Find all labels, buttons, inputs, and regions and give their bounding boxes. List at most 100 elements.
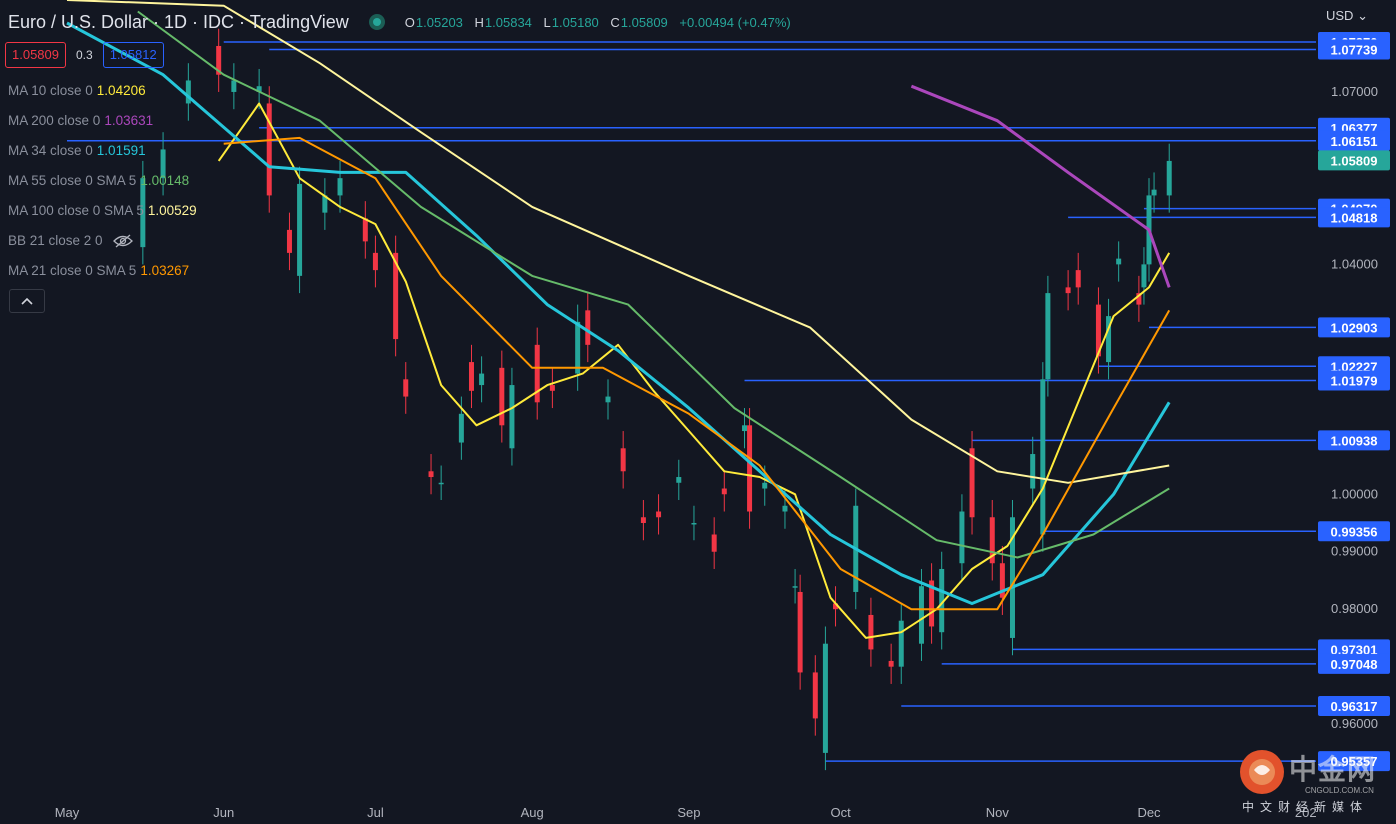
- candle[interactable]: [231, 80, 237, 92]
- candle[interactable]: [403, 379, 409, 397]
- symbol-title[interactable]: Euro / U.S. Dollar · 1D · IDC · TradingV…: [8, 11, 349, 32]
- candle[interactable]: [762, 482, 768, 489]
- candle[interactable]: [888, 660, 894, 667]
- candle[interactable]: [605, 396, 611, 403]
- legend-row[interactable]: MA 100 close 0 SMA 5 1.00529: [8, 200, 197, 230]
- level-price-tag[interactable]: 0.95357: [1318, 751, 1390, 772]
- candle[interactable]: [549, 385, 555, 391]
- candle[interactable]: [160, 149, 166, 179]
- candle[interactable]: [372, 252, 378, 271]
- candle[interactable]: [297, 183, 303, 276]
- candle[interactable]: [822, 643, 828, 753]
- candle[interactable]: [711, 534, 717, 552]
- candle[interactable]: [1075, 270, 1081, 288]
- candle[interactable]: [959, 511, 965, 564]
- candle[interactable]: [1009, 517, 1015, 638]
- ma-line[interactable]: [66, 21, 1171, 605]
- level-price-tag[interactable]: 0.99356: [1318, 521, 1390, 542]
- level-price-tag[interactable]: 1.06151: [1318, 130, 1390, 151]
- level-price-tag[interactable]: 1.01979: [1318, 370, 1390, 391]
- candle[interactable]: [286, 229, 292, 253]
- buy-price-button[interactable]: 1.05812: [102, 42, 164, 68]
- legend-name: MA 200 close 0: [8, 113, 101, 128]
- candle[interactable]: [1040, 379, 1046, 535]
- level-price-tag[interactable]: 1.02903: [1318, 317, 1390, 338]
- candle[interactable]: [721, 488, 727, 495]
- hidden-eye-icon[interactable]: [112, 234, 133, 248]
- level-price-tag[interactable]: 1.07739: [1318, 39, 1390, 60]
- candle[interactable]: [479, 373, 485, 386]
- candle[interactable]: [468, 362, 474, 391]
- candle[interactable]: [216, 45, 222, 75]
- candle[interactable]: [969, 448, 975, 518]
- candle[interactable]: [362, 218, 368, 242]
- candle[interactable]: [747, 425, 753, 512]
- candle[interactable]: [337, 178, 343, 196]
- candle[interactable]: [266, 103, 272, 196]
- candle[interactable]: [458, 413, 464, 443]
- candle[interactable]: [1045, 293, 1051, 380]
- legend-row[interactable]: MA 21 close 0 SMA 5 1.03267: [8, 260, 197, 290]
- legend-row[interactable]: MA 34 close 0 1.01591: [8, 140, 197, 170]
- candle[interactable]: [1095, 304, 1101, 357]
- level-price-tag[interactable]: 0.96317: [1318, 695, 1390, 716]
- candle[interactable]: [438, 482, 444, 485]
- legend-row[interactable]: BB 21 close 2 0: [8, 230, 197, 260]
- candle[interactable]: [322, 195, 328, 213]
- candle[interactable]: [742, 425, 748, 432]
- ma-line[interactable]: [910, 84, 1171, 288]
- candle[interactable]: [509, 385, 515, 449]
- level-price-tag[interactable]: 0.97048: [1318, 653, 1390, 674]
- candle[interactable]: [1030, 454, 1036, 489]
- candle[interactable]: [989, 517, 995, 564]
- candle[interactable]: [140, 178, 146, 248]
- candle[interactable]: [1136, 293, 1142, 305]
- open-value: 1.05203: [415, 14, 463, 30]
- candle[interactable]: [499, 367, 505, 426]
- ma-line[interactable]: [217, 102, 1171, 639]
- candle[interactable]: [1151, 189, 1157, 196]
- sell-price-button[interactable]: 1.05809: [5, 42, 66, 68]
- last-price-tag[interactable]: 1.05809: [1318, 150, 1390, 171]
- candle[interactable]: [868, 614, 874, 650]
- candle[interactable]: [620, 448, 626, 472]
- level-price-tag[interactable]: 1.04818: [1318, 207, 1390, 228]
- legend-row[interactable]: MA 200 close 0 1.03631: [8, 110, 197, 140]
- ma-line[interactable]: [223, 136, 1171, 611]
- legend-row[interactable]: MA 10 close 0 1.04206: [8, 80, 197, 110]
- level-price-tag[interactable]: 1.00938: [1318, 430, 1390, 451]
- candle[interactable]: [918, 586, 924, 644]
- candle[interactable]: [656, 511, 662, 518]
- candle[interactable]: [1116, 258, 1122, 265]
- candle[interactable]: [185, 80, 191, 104]
- candle[interactable]: [898, 620, 904, 667]
- candle[interactable]: [575, 321, 581, 374]
- candle[interactable]: [585, 310, 591, 345]
- candle[interactable]: [1141, 264, 1147, 288]
- candle[interactable]: [939, 568, 945, 633]
- candle[interactable]: [428, 471, 434, 478]
- candle[interactable]: [640, 517, 646, 524]
- candle[interactable]: [999, 563, 1005, 598]
- candle[interactable]: [833, 603, 839, 610]
- candle[interactable]: [256, 86, 262, 92]
- candle[interactable]: [929, 580, 935, 627]
- ma-line[interactable]: [66, 0, 1170, 484]
- candle[interactable]: [393, 252, 399, 340]
- x-tick-label: Dec: [1137, 805, 1161, 820]
- legend-row[interactable]: MA 55 close 0 SMA 5 1.00148: [8, 170, 197, 200]
- candle[interactable]: [1166, 160, 1172, 196]
- collapse-legend-button[interactable]: [9, 289, 45, 313]
- candle[interactable]: [792, 586, 798, 588]
- candle[interactable]: [1065, 287, 1071, 294]
- currency-selector[interactable]: USD ⌄: [1326, 8, 1368, 24]
- candle[interactable]: [676, 477, 682, 483]
- candle[interactable]: [812, 672, 818, 719]
- candle[interactable]: [797, 591, 803, 673]
- ma-line[interactable]: [137, 10, 1170, 559]
- candle[interactable]: [534, 344, 540, 403]
- candle[interactable]: [1106, 316, 1112, 363]
- candle[interactable]: [691, 523, 697, 525]
- candle[interactable]: [782, 505, 788, 512]
